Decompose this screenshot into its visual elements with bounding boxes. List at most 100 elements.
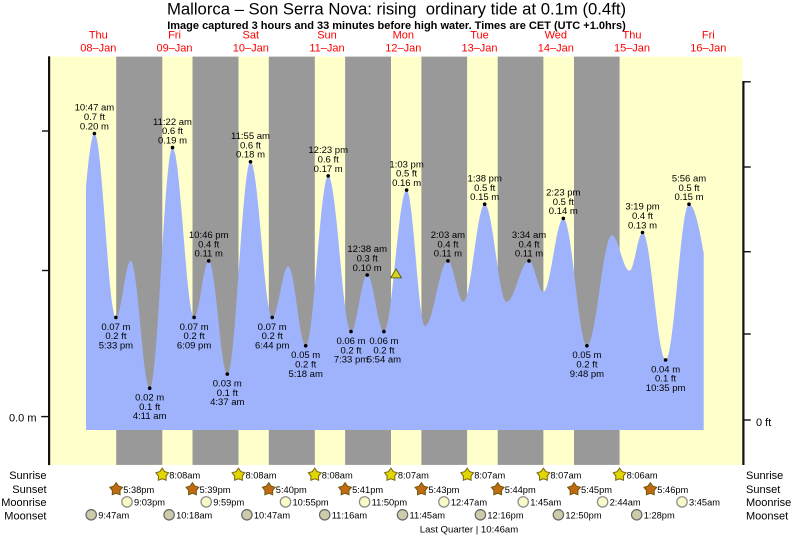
svg-text:5:54 am: 5:54 am xyxy=(367,355,401,366)
svg-text:0.3 ft: 0.3 ft xyxy=(357,254,378,265)
svg-text:11:45am: 11:45am xyxy=(410,510,446,520)
svg-text:11:55 am: 11:55 am xyxy=(231,131,270,142)
svg-text:10:55pm: 10:55pm xyxy=(293,497,329,507)
svg-text:Moonset: Moonset xyxy=(746,510,788,522)
svg-text:0.19 m: 0.19 m xyxy=(158,135,187,146)
svg-text:9:03pm: 9:03pm xyxy=(134,497,165,507)
svg-text:0.6 ft: 0.6 ft xyxy=(318,154,339,165)
svg-text:09–Jan: 09–Jan xyxy=(156,43,192,55)
svg-text:1:38 pm: 1:38 pm xyxy=(468,173,502,184)
svg-text:0.03 m: 0.03 m xyxy=(213,378,242,389)
svg-text:0 ft: 0 ft xyxy=(756,417,771,429)
svg-text:5:33 pm: 5:33 pm xyxy=(99,340,133,351)
svg-text:Wed: Wed xyxy=(545,30,567,42)
svg-text:10:35 pm: 10:35 pm xyxy=(646,383,686,394)
svg-text:2:03 am: 2:03 am xyxy=(431,230,465,241)
svg-text:0.1 ft: 0.1 ft xyxy=(655,374,676,385)
svg-text:0.5 ft: 0.5 ft xyxy=(474,183,495,194)
svg-text:10–Jan: 10–Jan xyxy=(233,43,269,55)
svg-text:0.02 m: 0.02 m xyxy=(135,393,164,404)
svg-text:5:38pm: 5:38pm xyxy=(123,485,154,495)
svg-text:5:41pm: 5:41pm xyxy=(352,485,383,495)
svg-text:0.11 m: 0.11 m xyxy=(195,249,223,260)
svg-text:6:09 pm: 6:09 pm xyxy=(177,340,211,351)
svg-text:0.20 m: 0.20 m xyxy=(80,121,109,132)
svg-text:0.04 m: 0.04 m xyxy=(651,364,680,375)
svg-text:14–Jan: 14–Jan xyxy=(538,43,574,55)
svg-text:13–Jan: 13–Jan xyxy=(461,43,497,55)
svg-text:0.07 m: 0.07 m xyxy=(101,322,130,333)
svg-text:Sunrise: Sunrise xyxy=(9,470,46,482)
svg-text:2:23 pm: 2:23 pm xyxy=(546,188,580,199)
svg-text:2:44am: 2:44am xyxy=(610,497,641,507)
svg-text:11:16am: 11:16am xyxy=(332,510,368,520)
svg-text:Sunset: Sunset xyxy=(746,484,780,496)
svg-text:11:50pm: 11:50pm xyxy=(372,497,408,507)
svg-text:8:08am: 8:08am xyxy=(322,470,353,480)
svg-text:Moonrise: Moonrise xyxy=(746,497,791,509)
svg-text:5:56 am: 5:56 am xyxy=(672,173,706,184)
svg-text:0.2 ft: 0.2 ft xyxy=(340,345,361,356)
svg-text:Thu: Thu xyxy=(623,30,642,42)
svg-text:0.14 m: 0.14 m xyxy=(549,206,578,217)
svg-text:Mon: Mon xyxy=(393,30,414,42)
svg-text:15–Jan: 15–Jan xyxy=(614,43,650,55)
svg-text:Image captured 3 hours and 33: Image captured 3 hours and 33 minutes be… xyxy=(167,20,626,32)
svg-text:0.4 ft: 0.4 ft xyxy=(632,211,653,222)
svg-text:0.4 ft: 0.4 ft xyxy=(198,239,219,250)
svg-text:6:44 pm: 6:44 pm xyxy=(255,340,289,351)
svg-text:10:47am: 10:47am xyxy=(254,510,290,520)
svg-text:1:03 pm: 1:03 pm xyxy=(389,159,423,170)
svg-text:0.2 ft: 0.2 ft xyxy=(295,359,316,370)
svg-text:Sunset: Sunset xyxy=(12,484,46,496)
svg-text:9:59pm: 9:59pm xyxy=(213,497,244,507)
svg-text:0.4 ft: 0.4 ft xyxy=(518,239,539,250)
svg-text:7:33 pm: 7:33 pm xyxy=(334,355,368,366)
svg-text:3:34 am: 3:34 am xyxy=(512,230,546,241)
svg-text:5:43pm: 5:43pm xyxy=(428,485,459,495)
svg-text:Fri: Fri xyxy=(168,30,181,42)
svg-text:Moonset: Moonset xyxy=(4,510,46,522)
svg-text:5:39pm: 5:39pm xyxy=(200,485,231,495)
svg-text:8:06am: 8:06am xyxy=(627,470,658,480)
svg-text:8:07am: 8:07am xyxy=(474,470,505,480)
svg-text:16–Jan: 16–Jan xyxy=(690,43,726,55)
svg-text:8:07am: 8:07am xyxy=(550,470,581,480)
svg-text:0.6 ft: 0.6 ft xyxy=(162,126,183,137)
svg-text:Sunrise: Sunrise xyxy=(746,470,783,482)
svg-text:11–Jan: 11–Jan xyxy=(309,43,344,55)
svg-text:0.06 m: 0.06 m xyxy=(369,336,398,347)
svg-text:0.07 m: 0.07 m xyxy=(258,322,287,333)
svg-text:0.5 ft: 0.5 ft xyxy=(553,197,574,208)
svg-text:Sun: Sun xyxy=(317,30,337,42)
svg-text:10:47 am: 10:47 am xyxy=(75,103,115,114)
svg-text:12:38 am: 12:38 am xyxy=(347,244,387,255)
svg-text:0.11 m: 0.11 m xyxy=(515,249,543,260)
svg-text:Thu: Thu xyxy=(89,30,108,42)
svg-text:0.4 ft: 0.4 ft xyxy=(437,239,458,250)
svg-text:9:47am: 9:47am xyxy=(98,510,129,520)
svg-text:5:46pm: 5:46pm xyxy=(657,485,688,495)
svg-text:0.15 m: 0.15 m xyxy=(674,192,703,203)
svg-text:10:18am: 10:18am xyxy=(176,510,212,520)
svg-text:12:50pm: 12:50pm xyxy=(565,510,601,520)
svg-text:0.15 m: 0.15 m xyxy=(470,192,499,203)
svg-text:5:40pm: 5:40pm xyxy=(276,485,307,495)
svg-text:0.6 ft: 0.6 ft xyxy=(240,140,261,151)
svg-text:0.10 m: 0.10 m xyxy=(353,263,382,274)
svg-text:0.16 m: 0.16 m xyxy=(392,178,421,189)
svg-text:4:11 am: 4:11 am xyxy=(133,411,167,422)
svg-text:08–Jan: 08–Jan xyxy=(80,43,116,55)
svg-text:0.1 ft: 0.1 ft xyxy=(139,402,160,413)
svg-text:0.05 m: 0.05 m xyxy=(572,350,601,361)
svg-text:Moonrise: Moonrise xyxy=(1,497,46,509)
svg-text:0.1 ft: 0.1 ft xyxy=(217,388,238,399)
svg-text:5:44pm: 5:44pm xyxy=(505,485,536,495)
svg-text:3:45am: 3:45am xyxy=(689,497,720,507)
svg-text:0.2 ft: 0.2 ft xyxy=(105,331,126,342)
svg-text:8:08am: 8:08am xyxy=(169,470,200,480)
svg-text:0.2 ft: 0.2 ft xyxy=(184,331,205,342)
svg-text:0.0 m: 0.0 m xyxy=(9,412,37,424)
svg-text:Fri: Fri xyxy=(702,30,715,42)
svg-text:Mallorca – Son Serra Nova: ris: Mallorca – Son Serra Nova: rising ordina… xyxy=(167,0,626,19)
